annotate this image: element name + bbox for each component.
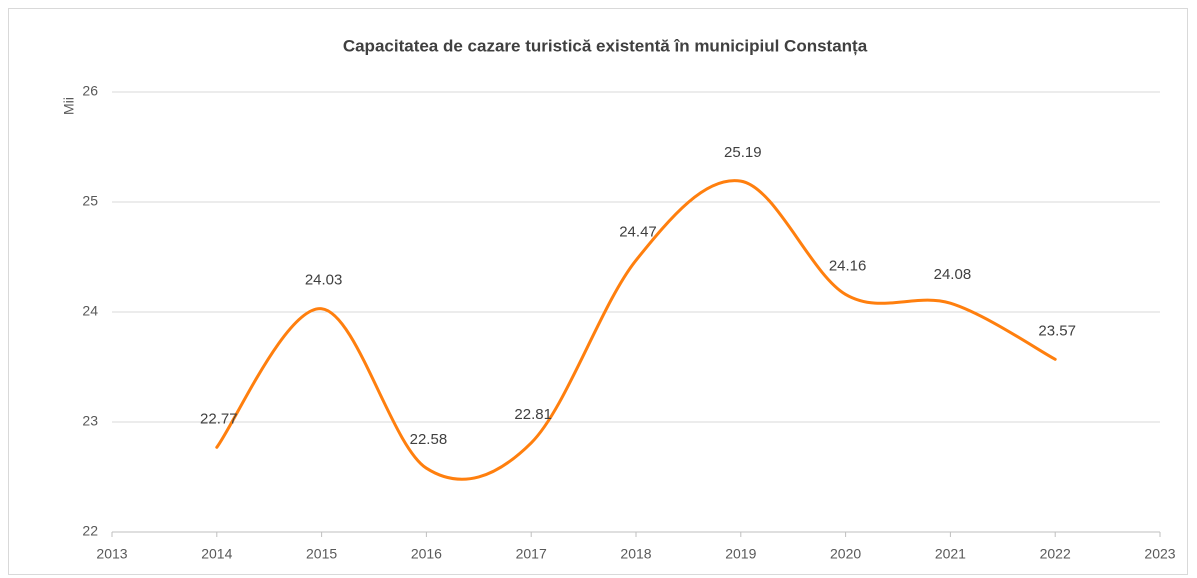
data-label: 23.57 xyxy=(1038,322,1076,339)
data-label: 24.08 xyxy=(934,266,972,283)
x-tick-label: 2022 xyxy=(1040,546,1071,562)
y-tick-label: 24 xyxy=(82,303,98,319)
data-label: 24.03 xyxy=(305,272,343,289)
x-tick-label: 2016 xyxy=(411,546,442,562)
y-tick-label: 22 xyxy=(82,523,98,539)
data-label: 22.77 xyxy=(200,410,238,427)
x-tick-label: 2019 xyxy=(725,546,756,562)
y-tick-label: 25 xyxy=(82,193,98,209)
data-label: 25.19 xyxy=(724,144,762,161)
x-tick-label: 2014 xyxy=(201,546,232,562)
x-tick-label: 2015 xyxy=(306,546,337,562)
x-tick-label: 2013 xyxy=(96,546,127,562)
x-tick-label: 2020 xyxy=(830,546,861,562)
data-label: 22.81 xyxy=(514,406,552,423)
y-tick-label: 26 xyxy=(82,83,98,99)
y-axis-label: Mii xyxy=(61,97,77,115)
x-tick-label: 2023 xyxy=(1144,546,1175,562)
y-tick-label: 23 xyxy=(82,413,98,429)
data-label: 24.16 xyxy=(829,257,867,274)
data-label: 24.47 xyxy=(619,223,657,240)
line xyxy=(215,179,1057,481)
x-tick-label: 2018 xyxy=(620,546,651,562)
chart-border xyxy=(8,8,1188,575)
x-tick-label: 2017 xyxy=(516,546,547,562)
x-tick-label: 2021 xyxy=(935,546,966,562)
data-label: 22.58 xyxy=(410,431,448,448)
chart-title: Capacitatea de cazare turistică existent… xyxy=(343,36,868,55)
